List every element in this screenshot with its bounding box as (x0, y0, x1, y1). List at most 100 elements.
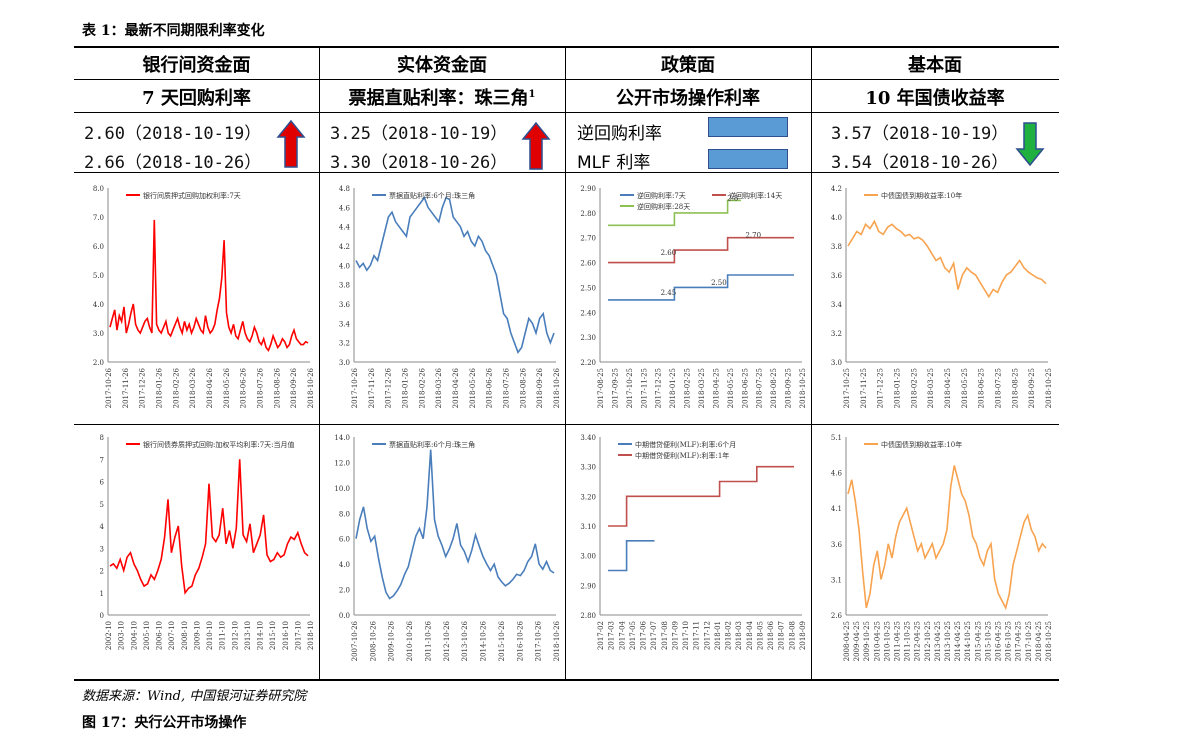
series-line (608, 199, 741, 227)
series-line (355, 196, 555, 354)
x-tick-label: 2008-04-25 (843, 621, 851, 661)
x-tick-label: 2018-08-25 (1011, 368, 1019, 408)
x-tick-label: 2018-07-26 (503, 367, 511, 408)
legend-label: 银行间债券质押式回购:加权平均利率:7天:当月值 (143, 440, 295, 449)
series-line (109, 459, 309, 595)
x-tick-label: 2018-08-25 (770, 368, 778, 408)
x-tick-label: 2018-09-25 (1028, 368, 1036, 408)
top-rule (74, 46, 1059, 48)
legend-label: 中期借贷便利(MLF):利率:6个月 (635, 440, 736, 449)
x-tick-label: 2016-10-25 (1005, 621, 1013, 661)
y-tick-label: 2.50 (580, 284, 596, 292)
bill-value-prev: 3.25（2018-10-19） (330, 124, 508, 144)
x-tick-label: 2017-12-25 (877, 368, 885, 408)
metric-header: 10 年国债收益率 (865, 88, 1005, 109)
y-tick-label: 10.0 (334, 485, 350, 493)
y-tick-label: 2.20 (580, 359, 596, 367)
x-tick-label: 2018-01-26 (402, 367, 410, 408)
x-tick-label: 2018-05 (756, 621, 764, 650)
x-tick-label: 2010-10-25 (883, 621, 891, 661)
y-tick-label: 2.0 (339, 587, 350, 595)
series-line (847, 219, 1047, 299)
data-label: 2.60 (661, 249, 677, 257)
y-tick-label: 1 (100, 590, 104, 598)
x-tick-label: 2017-10-26 (351, 367, 359, 408)
x-tick-label: 2018-10 (307, 621, 315, 650)
x-tick-label: 2018-05-26 (223, 367, 231, 408)
y-tick-label: 3.6 (831, 272, 843, 280)
y-tick-label: 4.0 (93, 301, 104, 309)
y-tick-label: 0 (100, 612, 104, 620)
x-tick-label: 2017-11 (693, 621, 701, 650)
x-tick-label: 2014-10-25 (964, 621, 972, 661)
bond-value-latest: 3.54（2018-10-26） (831, 153, 1009, 173)
chart-bond-history: 5.1 4.6 4.1 3.6 3.1 2.6 2008-04-25 2009-04-25 20… (814, 427, 1056, 677)
x-tick-label: 2017-09-25 (611, 368, 619, 408)
repo-value-prev: 2.60（2018-10-19） (84, 124, 262, 144)
x-tick-label: 2017-06 (640, 620, 648, 650)
y-tick-label: 4.1 (831, 505, 842, 513)
x-tick-label: 2013-10-25 (944, 621, 952, 661)
omo-label-mlf: MLF 利率 (577, 153, 651, 173)
x-tick-label: 2017-10-25 (626, 368, 634, 408)
data-label: 2.8 (727, 194, 738, 202)
x-tick-label: 2018-10-26 (307, 367, 315, 408)
y-tick-label: 3.4 (831, 301, 843, 309)
x-tick-label: 2018-06-25 (978, 368, 986, 408)
x-tick-label: 2018-01-25 (669, 368, 677, 408)
y-tick-label: 7.0 (93, 214, 104, 222)
y-tick-label: 4.0 (831, 214, 842, 222)
x-tick-label: 2018-02-25 (910, 368, 918, 408)
chart-repo-history: 8 7 6 5 4 3 2 1 0 2002-10 2003-10 2004-10 2005-10 200… (76, 427, 318, 677)
col-divider (565, 46, 566, 679)
data-label: 2.70 (745, 232, 761, 240)
data-source: 数据来源：Wind, 中国银河证券研究院 (82, 689, 307, 704)
legend-box (708, 149, 788, 169)
legend-label: 逆回购利率:28天 (637, 202, 690, 211)
x-tick-label: 2018-02 (725, 621, 733, 650)
x-tick-label: 2018-10-25 (799, 368, 807, 408)
y-tick-label: 3.0 (831, 359, 842, 367)
col-divider (811, 46, 812, 679)
x-tick-label: 2018-06 (767, 620, 775, 650)
x-tick-label: 2017-11-26 (368, 367, 376, 408)
x-tick-label: 2017-02 (597, 621, 605, 650)
x-tick-label: 2018-08-26 (519, 367, 527, 408)
y-tick-label: 2.90 (580, 185, 596, 193)
x-tick-label: 2015-10-26 (498, 620, 506, 661)
chart-mlf-rate: 3.40 3.30 3.20 3.10 3.00 2.90 2.80 2017-02 2017-… (568, 427, 810, 677)
bottom-rule (74, 679, 1059, 681)
x-tick-label: 2009-10-26 (388, 620, 396, 661)
x-tick-label: 2004-10 (130, 621, 138, 650)
x-tick-label: 2012-10-25 (924, 621, 932, 661)
y-tick-label: 6 (100, 479, 105, 487)
y-tick-label: 0.0 (339, 612, 350, 620)
legend-label: 银行间质押式回购加权利率:7天 (143, 191, 241, 200)
y-tick-label: 5.1 (831, 434, 842, 442)
metric-header: 公开市场操作利率 (616, 88, 760, 109)
x-tick-label: 2010-10-26 (406, 620, 414, 661)
y-tick-label: 3.20 (580, 493, 596, 501)
x-tick-label: 2018-07-26 (257, 367, 265, 408)
y-tick-label: 8.0 (93, 185, 104, 193)
y-tick-label: 5 (100, 501, 104, 509)
x-tick-label: 2018-08-26 (273, 367, 281, 408)
repo-value-latest: 2.66（2018-10-26） (84, 153, 262, 173)
y-tick-label: 4.2 (831, 185, 842, 193)
x-tick-label: 2016-10 (282, 621, 290, 650)
x-tick-label: 2002-10 (105, 621, 113, 650)
chart-reverse-repo: 2.90 2.80 2.70 2.60 2.50 2.40 2.30 2.20 2017-08-… (568, 178, 810, 424)
x-tick-label: 2011-10-25 (904, 621, 912, 661)
x-tick-label: 2018-04-26 (452, 367, 460, 408)
y-tick-label: 2.80 (580, 210, 596, 218)
y-tick-label: 3.0 (339, 359, 350, 367)
x-tick-label: 2017-04 (618, 620, 626, 650)
y-tick-label: 4.6 (831, 470, 843, 478)
x-tick-label: 2015-10-25 (984, 621, 992, 661)
x-tick-label: 2015-10 (269, 621, 277, 650)
y-tick-label: 3.4 (339, 320, 351, 328)
y-tick-label: 4.6 (339, 204, 351, 212)
x-tick-label: 2017-10-25 (843, 368, 851, 408)
y-tick-label: 3.00 (580, 553, 596, 561)
x-tick-label: 2017-07 (650, 621, 658, 650)
